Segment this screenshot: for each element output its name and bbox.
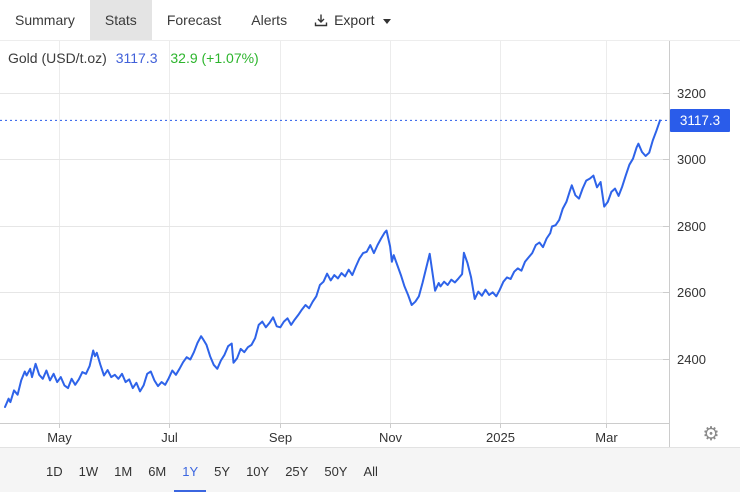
- y-axis-label: 2800: [677, 218, 706, 234]
- legend-change: 32.9 (+1.07%): [170, 50, 259, 66]
- y-axis-label: 2600: [677, 284, 706, 300]
- x-axis-label: Jul: [161, 430, 178, 445]
- x-axis-label: May: [47, 430, 72, 445]
- x-axis-label: Mar: [595, 430, 618, 445]
- range-button-all[interactable]: All: [363, 463, 378, 479]
- caret-down-icon: [382, 18, 391, 24]
- x-axis-label: Nov: [378, 430, 403, 445]
- legend-series-name: Gold (USD/t.oz): [8, 50, 107, 66]
- range-button-1w[interactable]: 1W: [78, 463, 99, 479]
- download-tray-icon: [314, 14, 328, 26]
- x-axis-label: 2025: [486, 430, 515, 445]
- range-button-1y[interactable]: 1Y: [174, 452, 207, 492]
- legend-last-value: 3117.3: [115, 50, 158, 66]
- export-label: Export: [334, 12, 375, 28]
- y-axis-label: 3200: [677, 85, 706, 101]
- range-button-5y[interactable]: 5Y: [214, 463, 231, 479]
- range-button-1m[interactable]: 1M: [114, 463, 133, 479]
- range-button-10y[interactable]: 10Y: [246, 463, 270, 479]
- tab-stats[interactable]: Stats: [89, 0, 152, 40]
- gear-icon[interactable]: ⚙: [702, 423, 720, 445]
- tab-forecast[interactable]: Forecast: [166, 12, 222, 28]
- current-price-flag: 3117.3: [670, 109, 730, 132]
- tab-summary[interactable]: Summary: [15, 12, 75, 28]
- chart-legend: Gold (USD/t.oz) 3117.3 32.9 (+1.07%): [8, 50, 259, 66]
- price-chart[interactable]: [0, 0, 740, 447]
- gold-price-line: [4, 119, 661, 408]
- range-selector-bar: 1D 1W 1M 6M 1Y 5Y 10Y 25Y 50Y All: [0, 447, 740, 492]
- y-axis-label: 3000: [677, 151, 706, 167]
- range-button-50y[interactable]: 50Y: [324, 463, 348, 479]
- x-axis-label: Sep: [268, 430, 293, 445]
- price-chart-area: Gold (USD/t.oz) 3117.3 32.9 (+1.07%) 311…: [0, 0, 740, 447]
- tab-alerts[interactable]: Alerts: [251, 12, 288, 28]
- range-button-25y[interactable]: 25Y: [285, 463, 309, 479]
- tab-bar: Summary Stats Forecast Alerts Export: [0, 0, 740, 41]
- range-button-1d[interactable]: 1D: [46, 463, 63, 479]
- range-button-6m[interactable]: 6M: [148, 463, 167, 479]
- y-axis-label: 2400: [677, 351, 706, 367]
- export-button[interactable]: Export: [302, 0, 402, 40]
